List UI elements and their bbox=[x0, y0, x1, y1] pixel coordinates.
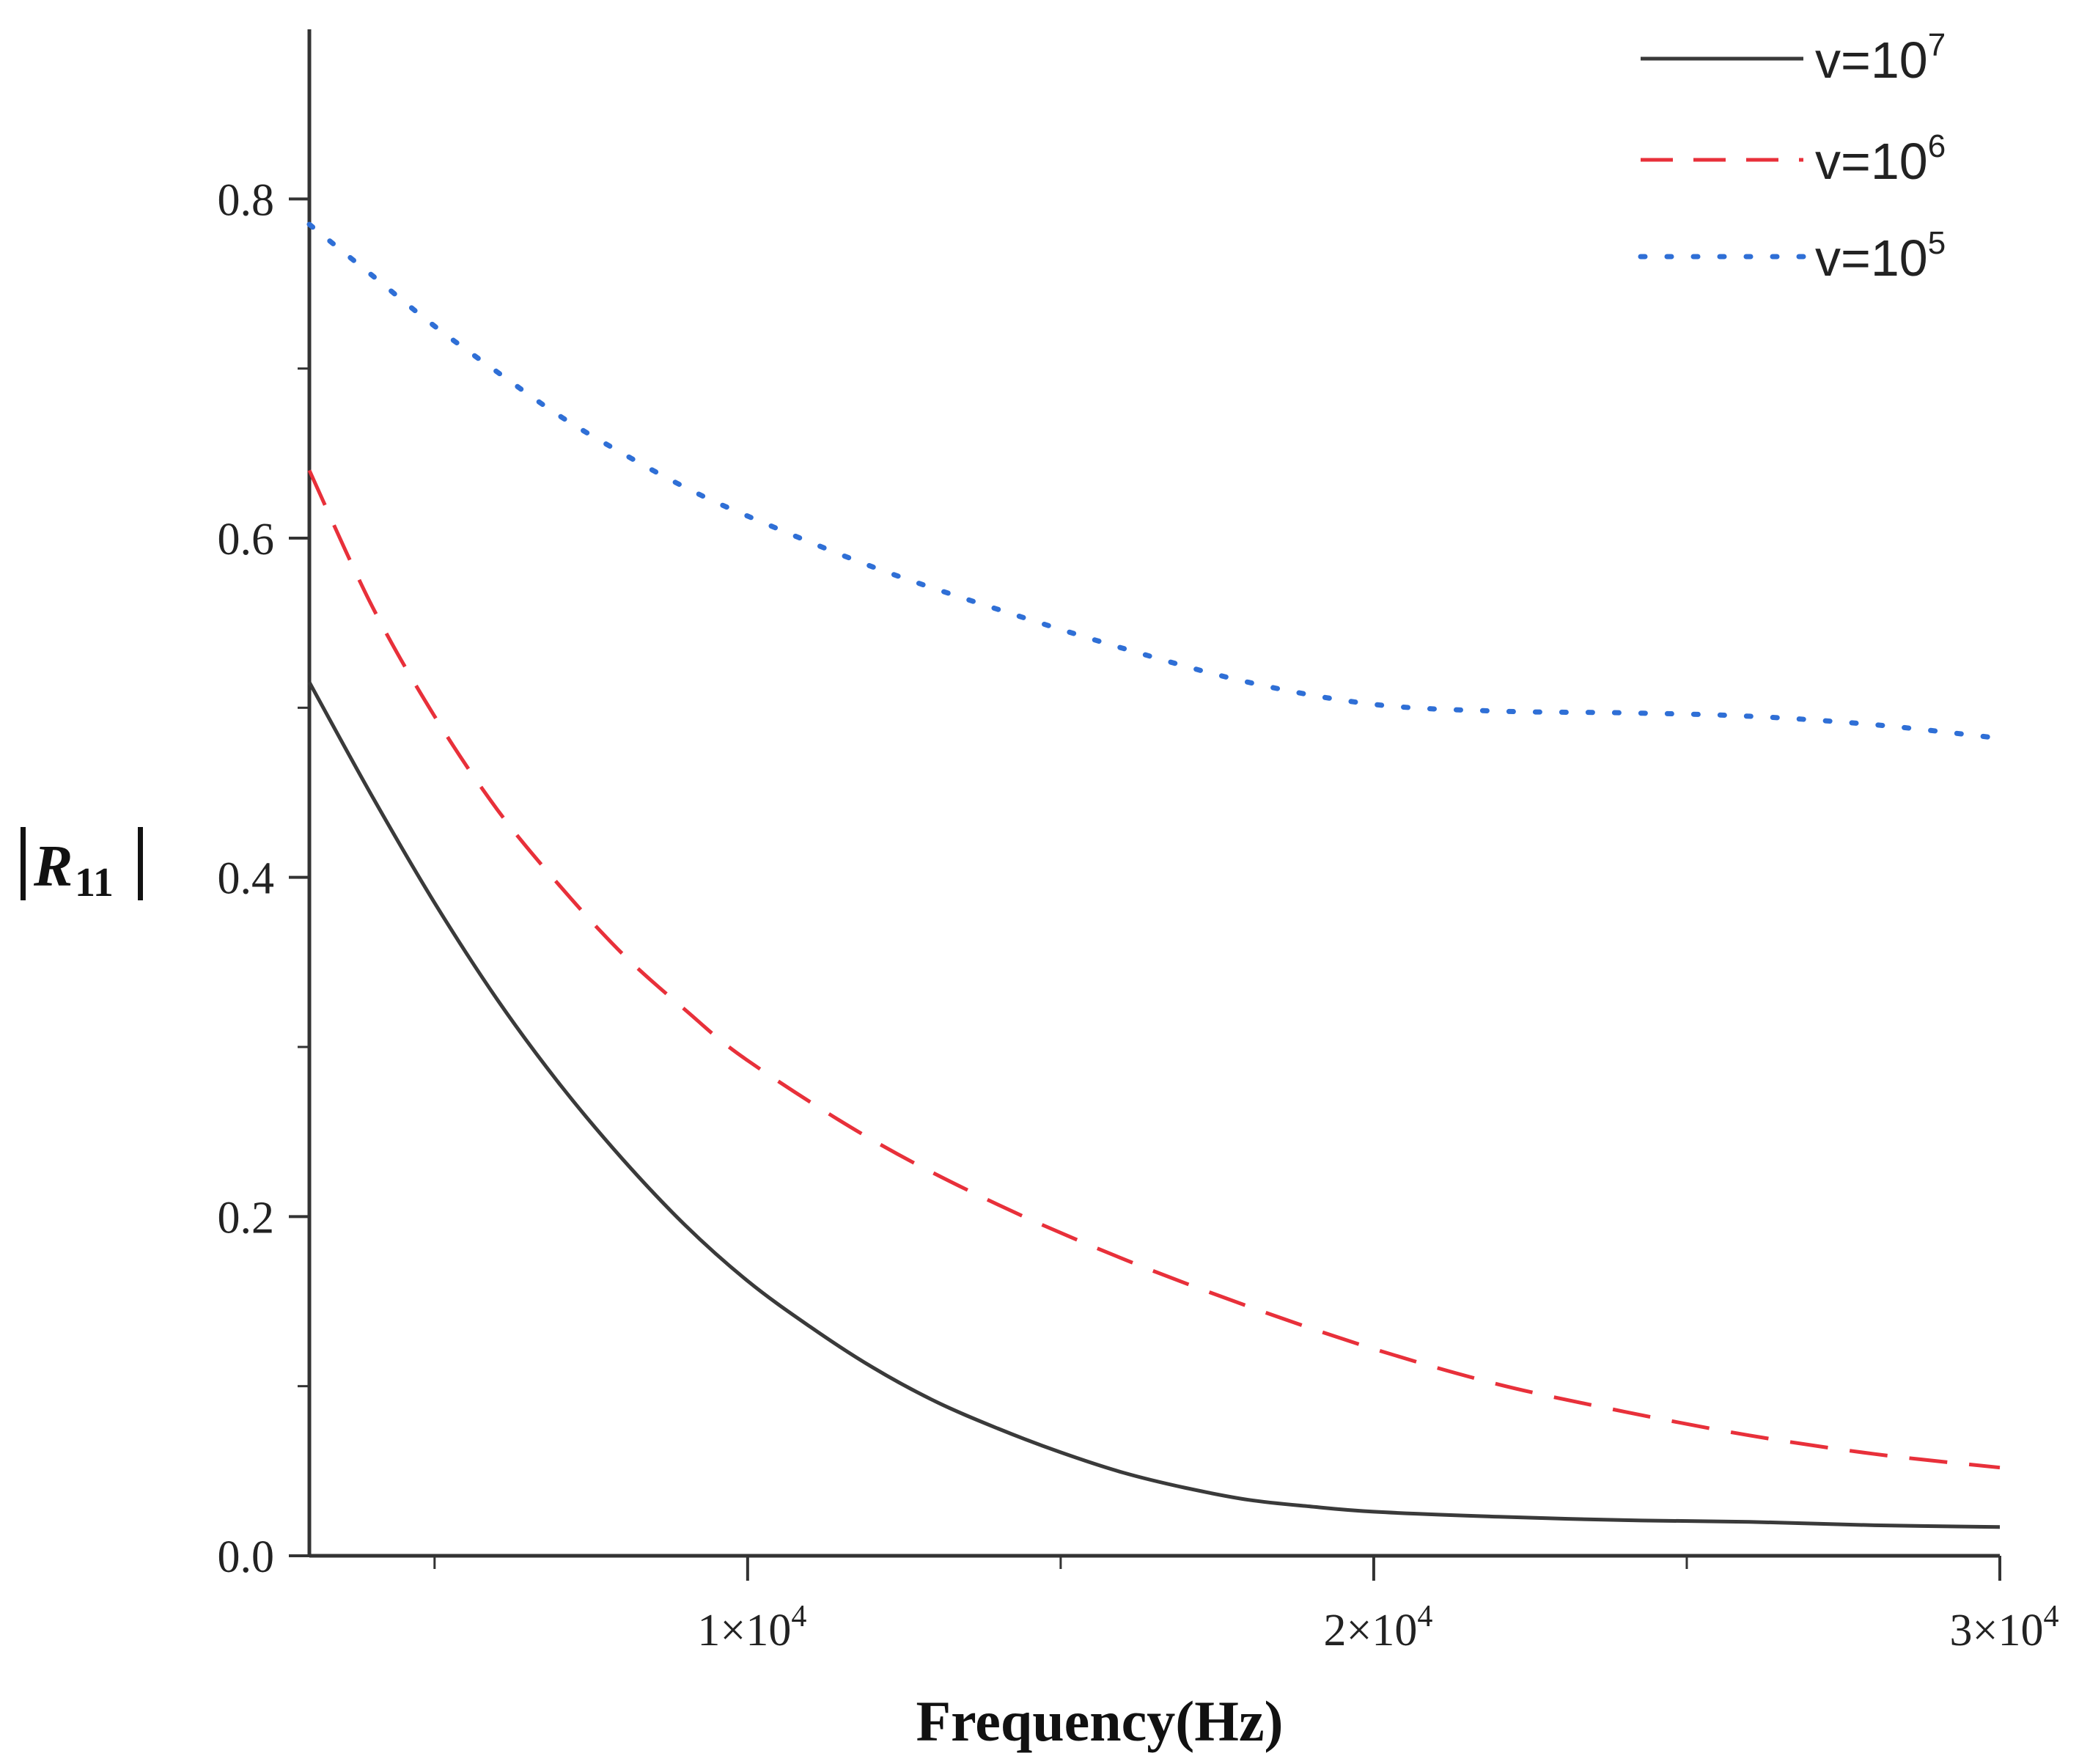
x-tick-mantissa: 2×10 bbox=[1323, 1606, 1417, 1655]
x-tick-exponent: 4 bbox=[2043, 1600, 2058, 1633]
legend-label-base: v=10 bbox=[1815, 32, 1928, 89]
x-tick-label: 2×104 bbox=[1323, 1600, 1432, 1655]
y-axis-title-left-bar bbox=[21, 827, 26, 900]
x-tick-mantissa: 1×10 bbox=[697, 1606, 791, 1655]
legend-label-exponent: 6 bbox=[1928, 128, 1946, 164]
x-tick-exponent: 4 bbox=[1417, 1600, 1432, 1633]
y-tick-label: 0.0 bbox=[218, 1532, 275, 1582]
y-axis-title-symbol: R bbox=[33, 834, 73, 899]
y-tick-label: 0.2 bbox=[218, 1193, 275, 1243]
y-axis-title-right-bar bbox=[138, 827, 143, 900]
x-tick-label: 1×104 bbox=[697, 1600, 806, 1655]
legend-label-2: v=106 bbox=[1815, 128, 1946, 190]
series-layer bbox=[306, 221, 2003, 1529]
x-tick-exponent: 4 bbox=[791, 1600, 806, 1633]
x-tick-mantissa: 3×10 bbox=[1950, 1606, 2044, 1655]
legend-label-exponent: 5 bbox=[1928, 225, 1946, 261]
x-tick-label: 3×104 bbox=[1950, 1600, 2059, 1655]
y-axis-title-subscript: 11 bbox=[75, 860, 114, 905]
legend-label-base: v=10 bbox=[1815, 229, 1928, 287]
series-line-1 bbox=[307, 681, 2001, 1529]
y-axis-title: R 11 bbox=[21, 827, 143, 905]
x-axis-title: Frequency(Hz) bbox=[916, 1689, 1283, 1753]
y-tick-label: 0.4 bbox=[218, 854, 275, 904]
y-tick-label: 0.8 bbox=[218, 175, 275, 225]
legend-label-exponent: 7 bbox=[1928, 27, 1946, 63]
legend-label-1: v=107 bbox=[1815, 27, 1946, 89]
legend-label-base: v=10 bbox=[1815, 133, 1928, 190]
legend-label-3: v=105 bbox=[1815, 225, 1946, 287]
y-tick-label: 0.6 bbox=[218, 515, 275, 565]
axes-layer: 0.00.20.40.60.81×104 2×104 3×104 bbox=[218, 29, 2059, 1655]
series-line-3 bbox=[306, 221, 2003, 741]
series-line-2 bbox=[307, 469, 2001, 1470]
